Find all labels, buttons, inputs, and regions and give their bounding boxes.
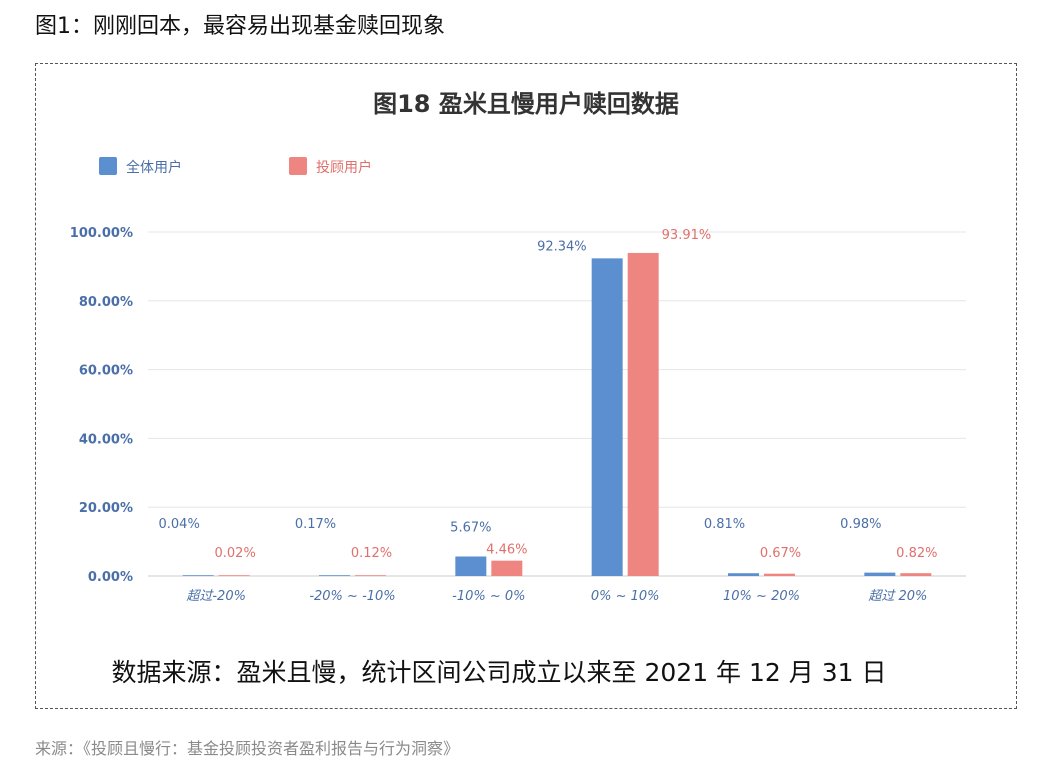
chart-title: 图18 盈米且慢用户赎回数据: [373, 90, 679, 118]
y-tick-label: 40.00%: [79, 432, 133, 447]
x-axis-ticks: 超过-20% -20% ~ -10% -10% ~ 0% 0% ~ 10% 10% ~ …: [186, 589, 927, 604]
y-axis-ticks: 0.00% 20.00% 40.00% 60.00% 80.00% 100.00%: [70, 226, 133, 585]
data-label-all-users: 5.67%: [450, 520, 491, 535]
chart-frame: 图18 盈米且慢用户赎回数据 全体用户 投顾用户 0.00% 20.00% 40.0…: [35, 63, 1017, 709]
x-tick-label: -20% ~ -10%: [309, 589, 395, 604]
bar-all-users: [319, 575, 350, 576]
bar-advisory-users: [355, 575, 386, 576]
data-label-all-users: 0.04%: [159, 517, 200, 532]
data-label-advisory-users: 0.67%: [760, 546, 801, 561]
y-tick-label: 0.00%: [88, 570, 133, 585]
data-label-advisory-users: 0.12%: [351, 546, 392, 561]
bar-all-users: [728, 573, 759, 576]
data-label-advisory-users: 93.91%: [662, 228, 712, 243]
data-source-note: 数据来源：盈米且慢，统计区间公司成立以来至 2021 年 12 月 31 日: [112, 658, 887, 687]
x-tick-label: 超过-20%: [186, 589, 246, 604]
y-tick-label: 100.00%: [70, 226, 133, 241]
bar-all-users: [864, 572, 896, 576]
bar-advisory-users: [491, 560, 523, 576]
source-caption: 来源：《投顾且慢行：基金投顾投资者盈利报告与行为洞察》: [35, 739, 460, 758]
x-tick-label: -10% ~ 0%: [452, 589, 525, 604]
y-tick-label: 60.00%: [79, 364, 133, 379]
legend-label-all-users: 全体用户: [126, 159, 182, 176]
data-labels: 0.04% 0.02% 0.17% 0.12% 5.67% 4.46% 92.34% 93.9…: [159, 228, 938, 561]
data-label-advisory-users: 0.02%: [215, 546, 256, 561]
data-label-advisory-users: 0.82%: [896, 546, 937, 561]
data-label-all-users: 0.81%: [704, 517, 745, 532]
data-label-all-users: 0.17%: [295, 517, 336, 532]
y-tick-label: 20.00%: [79, 501, 133, 516]
legend: 全体用户 投顾用户: [99, 157, 372, 176]
x-tick-label: 0% ~ 10%: [591, 589, 660, 604]
bars: [182, 252, 932, 577]
bar-all-users: [182, 575, 214, 576]
bar-advisory-users: [218, 575, 250, 576]
x-tick-label: 超过 20%: [868, 589, 927, 604]
bar-advisory-users: [764, 573, 795, 576]
figure-caption: 图1：刚刚回本，最容易出现基金赎回现象: [35, 14, 445, 39]
data-label-all-users: 0.98%: [840, 517, 881, 532]
legend-swatch-all-users: [99, 157, 117, 175]
legend-swatch-advisory-users: [289, 157, 307, 175]
bar-chart: 图18 盈米且慢用户赎回数据 全体用户 投顾用户 0.00% 20.00% 40.0…: [70, 90, 966, 687]
gridlines: [148, 231, 966, 577]
bar-all-users: [591, 258, 623, 576]
x-tick-label: 10% ~ 20%: [723, 589, 800, 604]
data-label-all-users: 92.34%: [537, 239, 587, 254]
bar-advisory-users: [627, 252, 659, 577]
legend-label-advisory-users: 投顾用户: [316, 159, 372, 176]
y-tick-label: 80.00%: [79, 295, 133, 310]
bar-advisory-users: [900, 573, 932, 576]
data-label-advisory-users: 4.46%: [486, 543, 527, 558]
bar-all-users: [455, 556, 487, 576]
